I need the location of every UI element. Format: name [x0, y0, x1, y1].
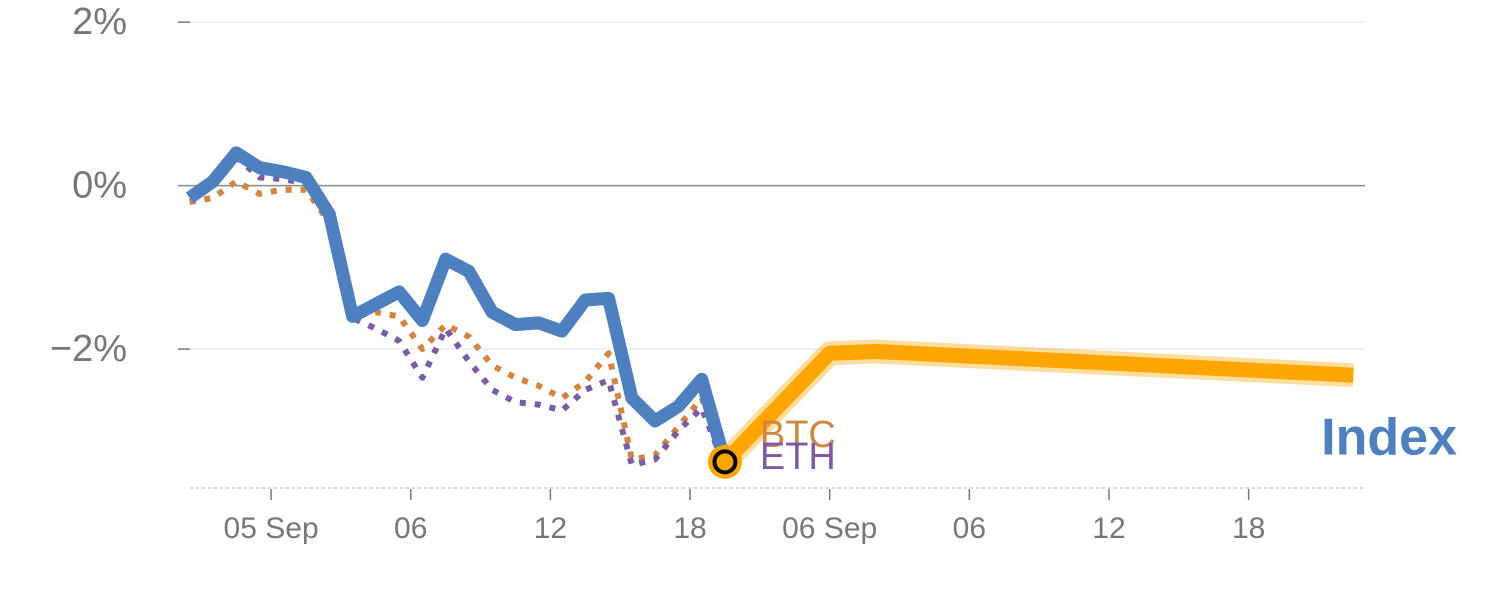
x-tick-label: 18 — [1232, 512, 1265, 545]
y-tick-label: 2% — [72, 1, 127, 43]
x-tick-label: 12 — [1092, 512, 1125, 545]
current-point-marker — [712, 449, 738, 475]
y-tick-label: 0% — [72, 165, 127, 207]
series-index-line — [185, 146, 732, 464]
series-eth-line — [188, 154, 728, 469]
y-tick-label: −2% — [50, 328, 127, 370]
x-tick-label: 05 Sep — [224, 512, 319, 545]
y-axis-ticks: 2% 0% −2% — [50, 1, 127, 370]
x-tick-label: 06 — [394, 512, 427, 545]
series-label-btc: BTC — [760, 414, 836, 456]
series-label-index: Index — [1321, 408, 1457, 466]
x-axis-ticks: 05 Sep 06 12 18 06 Sep 06 12 18 — [224, 489, 1265, 545]
series-label-eth: ETH — [760, 436, 836, 478]
x-tick-label: 18 — [673, 512, 706, 545]
x-tick-label: 12 — [534, 512, 567, 545]
series-index-highlight-line — [719, 344, 1354, 468]
series-layer — [185, 146, 1354, 471]
x-tick-label: 06 — [953, 512, 986, 545]
grid-layer — [178, 21, 1365, 489]
marker-layer — [707, 444, 742, 479]
x-tick-label: 06 Sep — [782, 512, 877, 545]
